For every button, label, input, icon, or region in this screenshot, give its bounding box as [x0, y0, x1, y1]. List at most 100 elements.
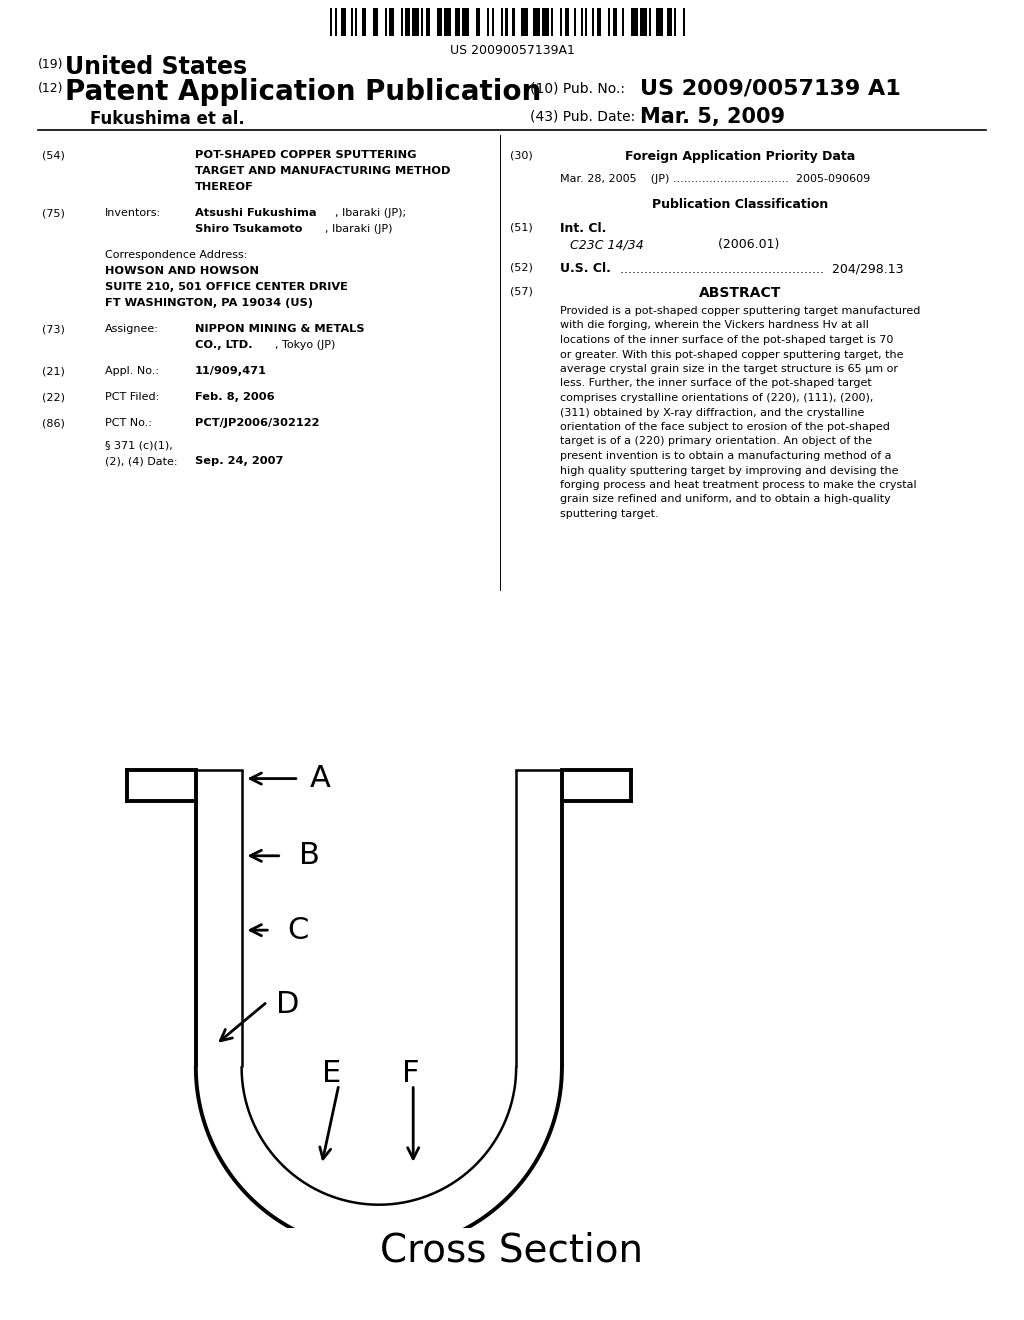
- Text: (311) obtained by X-ray diffraction, and the crystalline: (311) obtained by X-ray diffraction, and…: [560, 408, 864, 417]
- Text: Sep. 24, 2007: Sep. 24, 2007: [195, 455, 284, 466]
- Text: § 371 (c)(1),: § 371 (c)(1),: [105, 440, 173, 450]
- Text: PCT Filed:: PCT Filed:: [105, 392, 160, 403]
- Text: locations of the inner surface of the pot-shaped target is 70: locations of the inner surface of the po…: [560, 335, 893, 345]
- Text: (2), (4) Date:: (2), (4) Date:: [105, 455, 177, 466]
- Bar: [585, 8, 588, 36]
- Text: less. Further, the inner surface of the pot-shaped target: less. Further, the inner surface of the …: [560, 379, 871, 388]
- Text: , Ibaraki (JP);: , Ibaraki (JP);: [335, 209, 407, 218]
- Text: with die forging, wherein the Vickers hardness Hv at all: with die forging, wherein the Vickers ha…: [560, 321, 869, 330]
- Bar: [597, 8, 601, 36]
- Bar: [350, 8, 353, 36]
- Text: POT-SHAPED COPPER SPUTTERING: POT-SHAPED COPPER SPUTTERING: [195, 150, 417, 160]
- Bar: [462, 8, 469, 36]
- Text: Foreign Application Priority Data: Foreign Application Priority Data: [625, 150, 855, 162]
- Text: NIPPON MINING & METALS: NIPPON MINING & METALS: [195, 323, 365, 334]
- Bar: [412, 8, 419, 36]
- Text: (12): (12): [38, 82, 63, 95]
- Bar: [581, 8, 583, 36]
- Bar: [437, 8, 441, 36]
- Text: 11/909,471: 11/909,471: [195, 366, 267, 376]
- Bar: [532, 8, 540, 36]
- Text: Publication Classification: Publication Classification: [652, 198, 828, 211]
- Bar: [631, 8, 638, 36]
- Bar: [521, 8, 528, 36]
- Text: Correspondence Address:: Correspondence Address:: [105, 249, 248, 260]
- Text: Cross Section: Cross Section: [381, 1232, 643, 1269]
- Text: Fukushima et al.: Fukushima et al.: [90, 110, 245, 128]
- Text: target is of a (220) primary orientation. An object of the: target is of a (220) primary orientation…: [560, 437, 872, 446]
- Bar: [444, 8, 451, 36]
- Text: Inventors:: Inventors:: [105, 209, 161, 218]
- Bar: [542, 8, 549, 36]
- Bar: [426, 8, 430, 36]
- Bar: [406, 8, 410, 36]
- Text: FT WASHINGTON, PA 19034 (US): FT WASHINGTON, PA 19034 (US): [105, 298, 313, 308]
- Bar: [506, 8, 508, 36]
- Text: Mar. 28, 2005    (JP) ................................  2005-090609: Mar. 28, 2005 (JP) .....................…: [560, 174, 870, 183]
- Text: (10) Pub. No.:: (10) Pub. No.:: [530, 82, 625, 96]
- Bar: [649, 8, 651, 36]
- Text: A: A: [310, 764, 331, 793]
- Bar: [341, 8, 346, 36]
- Text: Appl. No.:: Appl. No.:: [105, 366, 159, 376]
- Text: CO., LTD.: CO., LTD.: [195, 341, 253, 350]
- Text: (19): (19): [38, 58, 63, 71]
- Text: (57): (57): [510, 286, 532, 296]
- Text: Patent Application Publication: Patent Application Publication: [65, 78, 542, 106]
- Bar: [674, 8, 676, 36]
- Bar: [421, 8, 423, 36]
- Text: ...................................................  204/298.13: ........................................…: [620, 261, 903, 275]
- Bar: [512, 8, 514, 36]
- Text: (43) Pub. Date:: (43) Pub. Date:: [530, 110, 635, 124]
- Text: ABSTRACT: ABSTRACT: [698, 286, 781, 300]
- Text: grain size refined and uniform, and to obtain a high-quality: grain size refined and uniform, and to o…: [560, 495, 891, 504]
- Bar: [608, 8, 610, 36]
- Bar: [551, 8, 553, 36]
- Bar: [573, 8, 577, 36]
- Text: U.S. Cl.: U.S. Cl.: [560, 261, 611, 275]
- Text: average crystal grain size in the target structure is 65 μm or: average crystal grain size in the target…: [560, 364, 898, 374]
- Text: (30): (30): [510, 150, 532, 160]
- Bar: [361, 8, 367, 36]
- Bar: [612, 8, 617, 36]
- Text: TARGET AND MANUFACTURING METHOD: TARGET AND MANUFACTURING METHOD: [195, 166, 451, 176]
- Text: US 20090057139A1: US 20090057139A1: [450, 44, 574, 57]
- Text: (2006.01): (2006.01): [690, 238, 779, 251]
- Bar: [564, 8, 569, 36]
- Text: B: B: [299, 841, 319, 870]
- Bar: [385, 8, 387, 36]
- Text: F: F: [401, 1059, 419, 1088]
- Bar: [487, 8, 489, 36]
- Bar: [335, 8, 337, 36]
- Bar: [330, 8, 332, 36]
- Text: present invention is to obtain a manufacturing method of a: present invention is to obtain a manufac…: [560, 451, 892, 461]
- Text: Feb. 8, 2006: Feb. 8, 2006: [195, 392, 274, 403]
- Text: (73): (73): [42, 323, 65, 334]
- Text: (75): (75): [42, 209, 65, 218]
- Text: SUITE 210, 501 OFFICE CENTER DRIVE: SUITE 210, 501 OFFICE CENTER DRIVE: [105, 282, 348, 292]
- Text: comprises crystalline orientations of (220), (111), (200),: comprises crystalline orientations of (2…: [560, 393, 873, 403]
- Bar: [683, 8, 685, 36]
- Text: PCT No.:: PCT No.:: [105, 418, 152, 428]
- Bar: [492, 8, 494, 36]
- Text: US 2009/0057139 A1: US 2009/0057139 A1: [640, 78, 901, 98]
- Text: E: E: [322, 1059, 341, 1088]
- Text: (51): (51): [510, 222, 532, 232]
- Bar: [389, 8, 394, 36]
- Bar: [592, 8, 594, 36]
- Bar: [374, 8, 378, 36]
- Text: high quality sputtering target by improving and devising the: high quality sputtering target by improv…: [560, 466, 898, 475]
- Text: Atsushi Fukushima: Atsushi Fukushima: [195, 209, 316, 218]
- Bar: [355, 8, 357, 36]
- Text: , Tokyo (JP): , Tokyo (JP): [275, 341, 336, 350]
- Bar: [501, 8, 503, 36]
- Text: C: C: [288, 916, 308, 945]
- Bar: [476, 8, 480, 36]
- Text: (22): (22): [42, 392, 65, 403]
- Text: sputtering target.: sputtering target.: [560, 510, 658, 519]
- Bar: [668, 8, 672, 36]
- Bar: [655, 8, 663, 36]
- Text: (21): (21): [42, 366, 65, 376]
- Bar: [456, 8, 460, 36]
- Text: United States: United States: [65, 55, 247, 79]
